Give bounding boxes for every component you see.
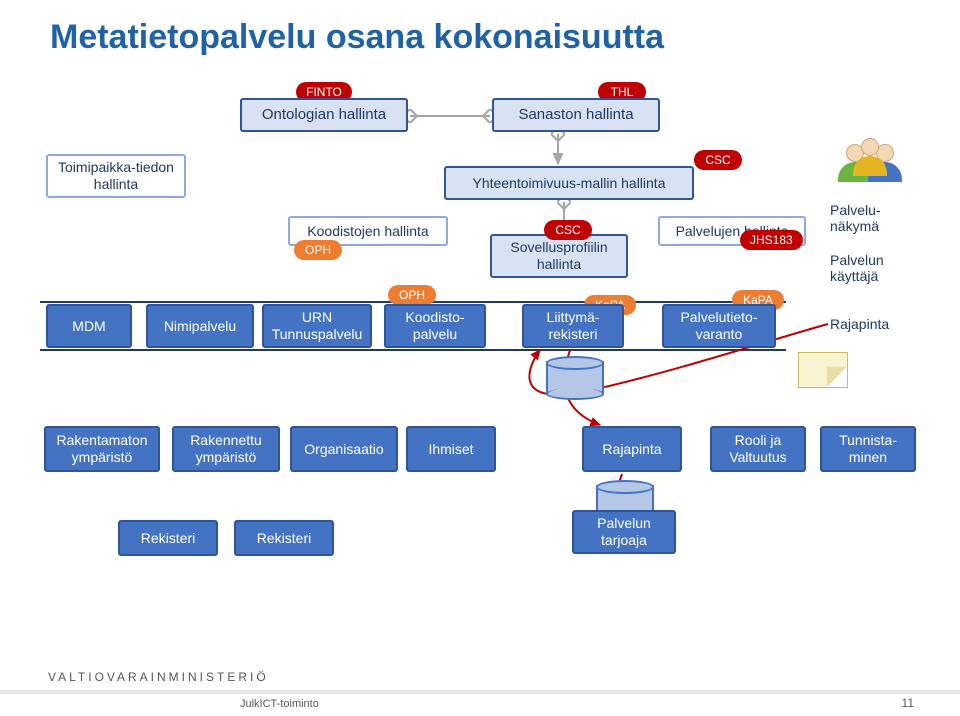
right-nakyma: Palvelu-näkymä <box>830 202 881 234</box>
rekisteri1-box: Rekisteri <box>118 520 218 556</box>
cylinder-1-icon <box>546 356 604 400</box>
footer-logo: VALTIOVARAINMINISTERIÖ <box>48 670 269 684</box>
sovellusprofiili-box: Sovellusprofiilinhallinta <box>490 234 628 278</box>
note-icon <box>798 352 848 388</box>
page-number: 11 <box>902 696 914 710</box>
urn-box: URNTunnuspalvelu <box>262 304 372 348</box>
organisaatio-box: Organisaatio <box>290 426 398 472</box>
csc-mid-pill: CSC <box>544 220 592 240</box>
csc-top-pill: CSC <box>694 150 742 170</box>
rajapinta-btm-box: Rajapinta <box>582 426 682 472</box>
liittyma-box: Liittymä-rekisteri <box>522 304 624 348</box>
ontologia-box: Ontologian hallinta <box>240 98 408 132</box>
rooli-box: Rooli jaValtuutus <box>710 426 806 472</box>
diagram-stage: { "title": "Metatietopalvelu osana kokon… <box>0 0 960 716</box>
nimipalvelu-box: Nimipalvelu <box>146 304 254 348</box>
people-icon <box>838 138 908 194</box>
mdm-box: MDM <box>46 304 132 348</box>
tarjoaja-box: Palveluntarjoaja <box>572 510 676 554</box>
sanasto-box: Sanaston hallinta <box>492 98 660 132</box>
tunnista-box: Tunnista-minen <box>820 426 916 472</box>
footer-bar <box>0 690 960 694</box>
palvelutieto-box: Palvelutieto-varanto <box>662 304 776 348</box>
oph1-pill: OPH <box>294 240 342 260</box>
yhteentoimivuus-box: Yhteentoimivuus-mallin hallinta <box>444 166 694 200</box>
right-rajapinta: Rajapinta <box>830 316 889 332</box>
ihmiset-box: Ihmiset <box>406 426 496 472</box>
toimipaikka-box: Toimipaikka-tiedonhallinta <box>46 154 186 198</box>
oph2-pill: OPH <box>388 285 436 305</box>
koodistopalvelu-box: Koodisto-palvelu <box>384 304 486 348</box>
footer-unit: JulkICT-toiminto <box>240 698 319 710</box>
right-kayttaja: Palvelunkäyttäjä <box>830 252 884 284</box>
rakennettu-box: Rakennettuympäristö <box>172 426 280 472</box>
page-title: Metatietopalvelu osana kokonaisuutta <box>50 18 664 57</box>
jhs-pill: JHS183 <box>740 230 803 250</box>
rekisteri2-box: Rekisteri <box>234 520 334 556</box>
rakentamaton-box: Rakentamatonympäristö <box>44 426 160 472</box>
